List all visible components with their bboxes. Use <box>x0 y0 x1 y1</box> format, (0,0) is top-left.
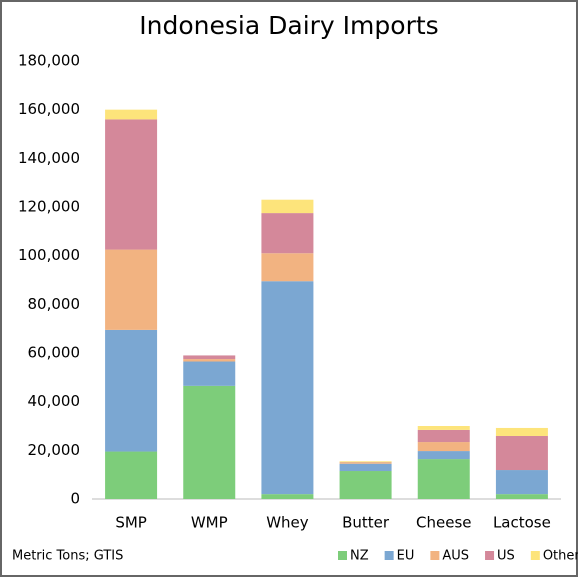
legend-label: AUS <box>442 549 469 564</box>
bar-segment <box>417 459 470 499</box>
legend-swatch <box>338 551 347 560</box>
y-tick-label: 40,000 <box>28 392 81 410</box>
y-tick-label: 160,000 <box>18 100 80 118</box>
bar-segment <box>105 249 158 330</box>
chart-title: Indonesia Dairy Imports <box>139 11 438 40</box>
bar-segment <box>417 442 470 452</box>
x-tick-label: Butter <box>342 514 390 532</box>
bar-segment <box>495 435 548 471</box>
x-tick-label: Whey <box>266 514 309 532</box>
bar-segment <box>261 213 314 254</box>
legend-label: US <box>497 549 515 564</box>
y-tick-label: 140,000 <box>18 149 80 167</box>
bar-segment <box>261 494 314 499</box>
legend-swatch <box>530 551 540 560</box>
bar-segment <box>183 359 236 362</box>
bar-segment <box>339 463 392 472</box>
y-tick-label: 0 <box>70 490 80 508</box>
y-tick-label: 20,000 <box>28 441 81 459</box>
bar-segment <box>495 470 548 495</box>
y-tick-label: 120,000 <box>18 198 80 216</box>
x-tick-label: SMP <box>115 514 147 532</box>
legend-label: NZ <box>350 549 369 564</box>
x-tick-label: WMP <box>191 514 228 532</box>
legend-swatch <box>430 551 440 560</box>
y-tick-label: 100,000 <box>18 246 80 264</box>
x-tick-label: Cheese <box>416 514 471 532</box>
bar-segment <box>105 329 158 452</box>
bar-segment <box>261 281 314 495</box>
x-tick-label: Lactose <box>493 514 551 532</box>
bar-segment <box>261 199 314 214</box>
bar-segment <box>417 426 470 430</box>
bar-segment <box>339 461 392 463</box>
y-tick-label: 80,000 <box>28 295 81 313</box>
bar-segment <box>417 451 470 460</box>
bar-segment <box>183 355 236 360</box>
legend-swatch <box>384 551 394 560</box>
legend-label: EU <box>397 549 415 564</box>
bar-segment <box>261 253 314 282</box>
annotation: Metric Tons; GTIS <box>12 549 123 564</box>
bar-segment <box>183 385 236 499</box>
y-tick-label: 60,000 <box>28 344 81 362</box>
bar-segment <box>105 451 158 499</box>
bar-segment <box>183 361 236 386</box>
bar-segment <box>495 494 548 499</box>
bar-segment <box>339 462 392 464</box>
bar-segment <box>105 109 158 120</box>
bar-segment <box>339 471 392 499</box>
y-tick-label: 180,000 <box>18 52 80 70</box>
bar-segment <box>105 119 158 250</box>
legend-swatch <box>485 551 495 560</box>
legend-label: Other <box>543 549 578 564</box>
bar-segment <box>495 427 548 436</box>
bar-segment <box>417 429 470 443</box>
